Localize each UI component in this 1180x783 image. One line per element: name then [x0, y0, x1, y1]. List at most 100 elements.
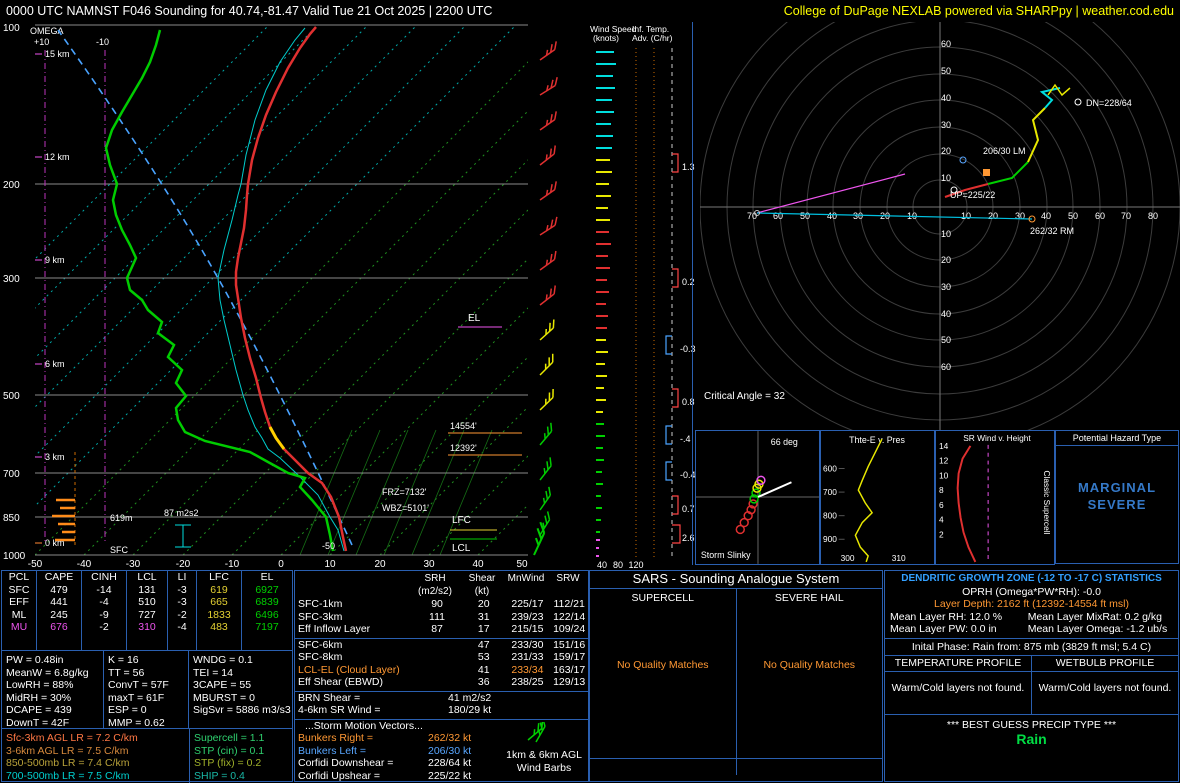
shear-value: 47: [477, 638, 490, 651]
layer-label: SFC-6km: [298, 638, 343, 651]
el-label: EL: [468, 313, 481, 324]
corfidi-downshear-label: DN=228/64: [1086, 98, 1132, 108]
parcel-col-header: LCL: [137, 571, 157, 583]
pressure-label: 300: [3, 274, 20, 285]
el-value: 6839: [255, 596, 279, 608]
mean-rh-line: Mean Layer RH: 12.0 %: [890, 610, 1003, 623]
bunkers-right-label: Bunkers Right =: [298, 732, 373, 744]
pressure-label: 1000: [3, 551, 26, 562]
left-mover-label: 206/30 LM: [983, 146, 1026, 156]
kinematic-row: LCL-EL (Cloud Layer) 41 233/34 163/17: [295, 664, 588, 677]
stat-line: 3CAPE = 55: [193, 679, 252, 691]
height-label: 9 km: [45, 255, 65, 265]
barb-note-line2: Wind Barbs: [516, 761, 572, 774]
winter-panel: DENDRITIC GROWTH ZONE (-12 TO -17 C) STA…: [884, 570, 1179, 782]
el-value: 6496: [255, 608, 279, 621]
bunkers-left-row: Bunkers Left = 206/30 kt: [295, 745, 588, 758]
corfidi-downshear-row: Corfidi Downshear = 228/64 kt: [295, 757, 588, 770]
cape-value: 245: [50, 608, 68, 621]
srwind-regime-label: Classic Supercell: [1042, 470, 1052, 534]
stat-line: DCAPE = 439: [6, 704, 72, 716]
wind-speed-title: Wind Speed: [590, 24, 637, 34]
temp-tick: 0: [278, 559, 284, 570]
ring-label: 50: [1068, 211, 1078, 221]
corfidi-downshear-label: Corfidi Downshear =: [298, 757, 394, 769]
srwind-panel: SR Wind v. Height 14 12 10 8 6 4 2 Class…: [935, 430, 1055, 565]
slinky-rings: [735, 475, 766, 535]
wind-profile-panel: Wind Speed (knots) Inf. Temp. Adv. (C/hr…: [590, 24, 696, 570]
srw-value: 109/24: [553, 623, 586, 635]
thermo-indices-block: PW = 0.48in MeanW = 6.8g/kg LowRH = 88% …: [2, 650, 292, 729]
temperature-trace: [234, 26, 348, 552]
critical-angle-srw-line: [756, 212, 1033, 220]
lfc-value: 483: [210, 621, 228, 633]
srwind-h-label: 12: [939, 456, 949, 466]
stat-line: WNDG = 0.1: [193, 654, 253, 666]
lapse-rate-line: 3-6km AGL LR = 7.5 C/km: [6, 744, 129, 757]
bunkers-left-value: 206/30 kt: [428, 744, 472, 757]
oprh-line: OPRH (Omega*PW*RH): -0.0: [962, 585, 1101, 598]
composite-index-line: Supercell = 1.1: [194, 732, 265, 744]
corfidi-downshear-value: 228/64 kt: [428, 757, 472, 769]
srwind-h-label: 4: [939, 515, 944, 525]
corfidi-downshear-marker: [1074, 98, 1082, 106]
surface-isotherm-label: -50: [322, 541, 335, 551]
kinematic-col-header: SRW: [556, 573, 580, 584]
mnwind-value: 215/15: [511, 623, 544, 635]
temp-tick: 50: [516, 559, 528, 570]
srwind-h-label: 6: [939, 500, 944, 510]
lcl-value: 310: [138, 621, 156, 633]
layer-label: SFC-3km: [298, 610, 343, 623]
thetae-panel: Thte-E v. Pres 600 700 800 900 300 310: [820, 430, 935, 565]
ring-label: 10: [941, 173, 951, 183]
composite-index-line: STP (fix) = 0.2: [194, 757, 262, 769]
frz-label: FRZ=7132': [382, 487, 427, 497]
thetae-x-tick: 310: [892, 553, 906, 563]
ring-label: 20: [988, 211, 998, 221]
shear-value: 31: [477, 610, 490, 623]
critical-angle-vertex-marker: [754, 210, 760, 216]
srw-value: 129/13: [553, 676, 586, 688]
srh-value: 87: [431, 623, 443, 635]
hodograph-ring-labels: 60 50 40 30 20 10 10 20 30 40 50 60 70 6…: [747, 39, 1158, 372]
pressure-label: 700: [3, 469, 20, 480]
speed-tick: 40: [597, 560, 607, 570]
lfc-value: 1833: [207, 608, 231, 621]
kinematic-row: SFC-6km 47 233/30 151/16: [295, 639, 588, 652]
stat-line: LowRH = 88%: [6, 679, 74, 691]
mean-mixrat-line: Mean Layer MixRat: 0.2 g/kg: [1027, 610, 1162, 623]
sars-hail-column: SEVERE HAIL No Quality Matches: [736, 589, 882, 775]
kinematic-col-header: Shear (kt): [468, 573, 496, 597]
srwind-title: SR Wind v. Height: [963, 433, 1031, 443]
wind-barb-column: [525, 40, 562, 557]
bunkers-right-value: 262/32 kt: [428, 732, 472, 744]
bunkers-left-label: Bunkers Left =: [298, 744, 366, 757]
advection-value: 0.7: [682, 504, 695, 514]
mnwind-value: 233/30: [511, 638, 544, 651]
cold-isotherm-grid: [35, 25, 517, 507]
dewpoint-trace: [104, 29, 335, 552]
speed-tick: 80: [613, 560, 623, 570]
cinh-value: -4: [99, 596, 109, 608]
stat-line: DownT = 42F: [6, 716, 70, 729]
height-label: 12 km: [45, 152, 70, 162]
shear-value: 17: [477, 623, 490, 635]
parcel-name: MU: [10, 621, 28, 633]
li-value: -2: [177, 608, 187, 621]
advection-value: 2.6: [682, 533, 695, 543]
stat-line: ESP = 0: [108, 704, 147, 716]
lapse-rate-block: Sfc-3km AGL LR = 7.2 C/km 3-6km AGL LR =…: [2, 728, 292, 783]
srh-value: [411, 676, 463, 689]
hazard-panel: Potential Hazard Type MARGINAL SEVERE: [1055, 430, 1179, 564]
dgz-bottom-label: 12392': [450, 443, 477, 453]
hodograph-trace: [944, 83, 1071, 198]
kinematic-row: SFC-1km 90 20 225/17 112/21: [295, 598, 588, 611]
parcel-name: EFF: [9, 596, 29, 608]
skewt-panel: 100 200 300 500 700 850 1000 OMEGA +10 -…: [3, 23, 562, 570]
parcel-col-header: CINH: [91, 571, 117, 583]
temperature-profile-header: TEMPERATURE PROFILE: [885, 656, 1032, 671]
temp-tick: 40: [472, 559, 484, 570]
thetae-x-tick: 300: [841, 553, 855, 563]
li-value: -3: [177, 583, 187, 596]
wind-barb-legend-icon: [523, 716, 549, 743]
